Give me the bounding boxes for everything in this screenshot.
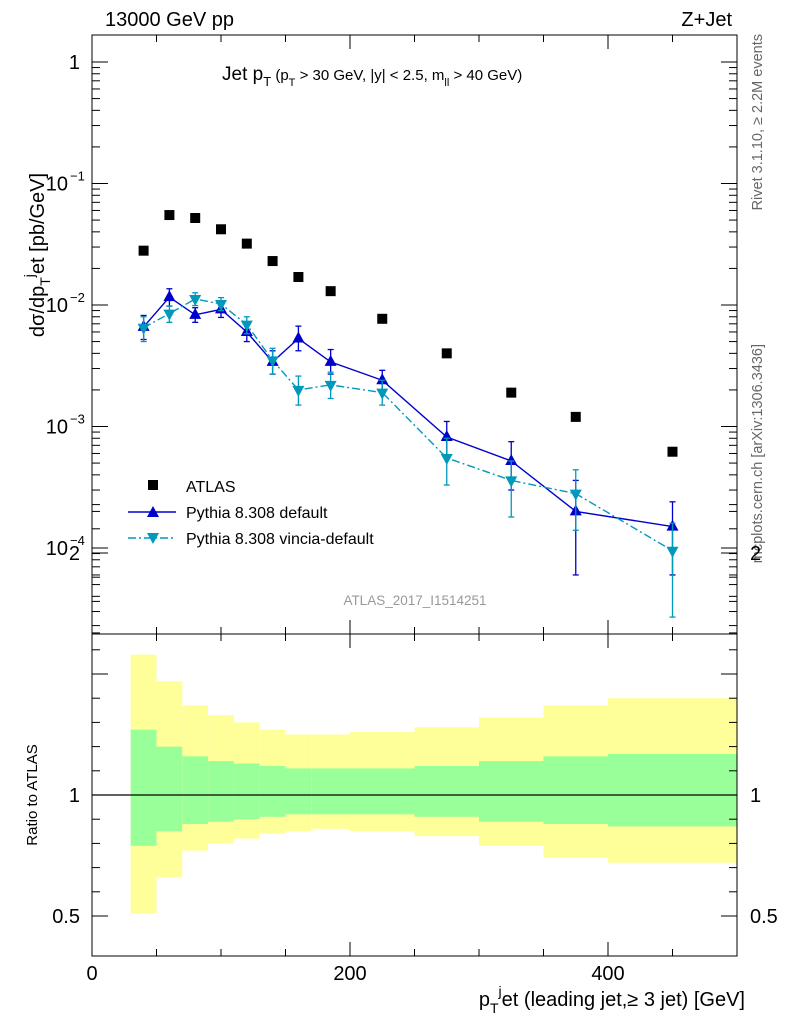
ratio-inner-band <box>130 729 157 846</box>
x-tick-label: 200 <box>333 963 366 985</box>
vincia-point <box>505 476 518 488</box>
y-tick-label: 1 <box>69 52 80 74</box>
process-label: Z+Jet <box>681 9 732 31</box>
default-point <box>292 331 305 343</box>
beam-label: 13000 GeV pp <box>105 9 234 31</box>
legend-vincia-label: Pythia 8.308 vincia-default <box>186 531 374 548</box>
atlas-point <box>164 210 175 221</box>
legend-atlas-marker <box>148 480 158 490</box>
series-markers <box>137 210 679 618</box>
vincia-point <box>666 546 679 558</box>
mcplots-label: mcplots.cern.ch [arXiv:1306.3436] <box>750 344 766 563</box>
y-tick-label: 10 <box>46 295 68 317</box>
default-point <box>324 354 337 366</box>
vincia-point <box>324 380 337 392</box>
legend-vincia-marker <box>147 533 159 544</box>
ratio-inner-band <box>156 746 183 832</box>
x-tick-label: 0 <box>86 963 97 985</box>
ratio-axis-label: Ratio to ATLAS <box>24 744 41 845</box>
atlas-point <box>506 387 517 398</box>
ratio-tick-label: 0.5 <box>52 906 80 928</box>
ratio-tick-label-right: 0.5 <box>750 906 778 928</box>
legend: ATLAS Pythia 8.308 default Pythia 8.308 … <box>128 479 374 548</box>
y-axis-label: dσ/dpTjet [pb/GeV] <box>21 173 53 337</box>
ratio-inner-band <box>311 768 350 815</box>
rivet-version-label: Rivet 3.1.10, ≥ 2.2M events <box>750 34 766 210</box>
atlas-point <box>241 238 252 249</box>
ratio-inner-band <box>479 761 544 822</box>
default-point <box>376 373 389 385</box>
atlas-point <box>138 245 149 256</box>
atlas-point <box>667 446 678 457</box>
ratio-tick-label: 2 <box>69 543 80 565</box>
ratio-inner-band <box>208 761 234 822</box>
vincia-point <box>569 489 582 501</box>
ratio-tick-label: 1 <box>69 785 80 807</box>
ratio-tick-label-right: 1 <box>750 785 761 807</box>
legend-default-label: Pythia 8.308 default <box>186 505 328 522</box>
vincia-point <box>266 356 279 368</box>
x-axis-label: pTjet (leading jet,≥ 3 jet) [GeV] <box>479 983 745 1016</box>
default-point <box>189 307 202 319</box>
vincia-point <box>440 454 453 466</box>
plot-title: Jet pT (pT > 30 GeV, |y| < 2.5, mll > 40… <box>222 64 522 89</box>
legend-atlas-label: ATLAS <box>186 479 236 496</box>
default-point <box>505 454 518 466</box>
atlas-point <box>190 213 201 224</box>
analysis-tag: ATLAS_2017_I1514251 <box>343 593 486 608</box>
vincia-point <box>163 309 176 321</box>
ratio-uncertainty-bands <box>92 654 737 914</box>
ratio-inner-band <box>543 756 608 825</box>
ratio-inner-band <box>285 768 312 815</box>
vincia-point <box>137 323 150 335</box>
vincia-point <box>376 388 389 400</box>
atlas-point <box>441 348 452 359</box>
x-tick-label: 400 <box>591 963 624 985</box>
y-tick-label: 10 <box>46 174 68 196</box>
atlas-point <box>267 256 278 267</box>
atlas-point <box>570 411 581 422</box>
vincia-point <box>240 320 253 332</box>
vincia-point <box>189 295 202 307</box>
default-point <box>163 290 176 302</box>
legend-default-marker <box>147 506 159 517</box>
atlas-point <box>293 272 304 283</box>
vincia-point <box>292 385 305 397</box>
ratio-inner-band <box>182 756 209 825</box>
ratio-tick-label-right: 2 <box>750 543 761 565</box>
atlas-point <box>216 224 226 235</box>
y-tick-label: 10 <box>46 538 68 560</box>
vincia-point <box>215 299 227 311</box>
ratio-inner-band <box>414 765 479 817</box>
y-tick-label: 10 <box>46 417 68 439</box>
ratio-inner-band <box>350 768 415 815</box>
atlas-point <box>377 313 388 324</box>
ratio-inner-band <box>608 753 737 827</box>
ratio-inner-band <box>259 765 286 817</box>
y-tick-exponent: −3 <box>70 412 85 427</box>
y-tick-exponent: −4 <box>70 533 85 548</box>
ratio-inner-band <box>233 763 260 820</box>
atlas-point <box>325 286 336 297</box>
y-tick-exponent: −2 <box>70 290 85 305</box>
y-tick-exponent: −1 <box>70 169 85 184</box>
